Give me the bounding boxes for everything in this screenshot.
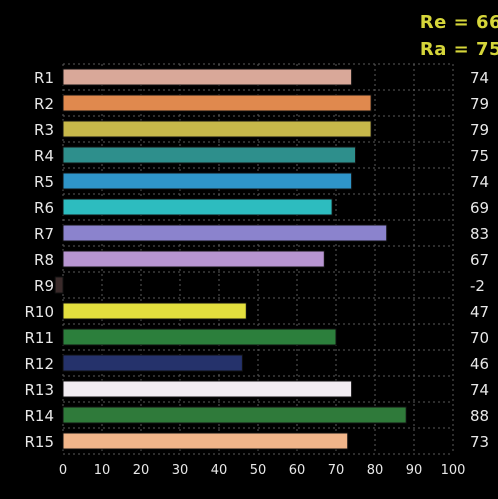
x-tick-label: 30: [172, 463, 189, 478]
bar-r11: [62, 328, 337, 346]
category-label-r9: R9: [34, 277, 54, 295]
bar-r15: [62, 432, 349, 450]
x-tick-label: 40: [211, 463, 228, 478]
category-label-r4: R4: [34, 147, 54, 165]
category-label-r10: R10: [24, 303, 54, 321]
x-tick-label: 20: [133, 463, 150, 478]
value-label-r6: 69: [470, 199, 489, 217]
bar-r8: [62, 250, 325, 268]
category-label-r7: R7: [34, 225, 54, 243]
x-tick-label: 10: [94, 463, 111, 478]
category-label-r11: R11: [24, 329, 54, 347]
value-label-r9: -2: [470, 277, 485, 295]
bar-r1: [62, 68, 353, 86]
bar-r5: [62, 172, 353, 190]
bar-r9: [54, 276, 64, 294]
value-label-r11: 70: [470, 329, 489, 347]
x-tick-label: 0: [59, 463, 67, 478]
x-tick-label: 90: [406, 463, 423, 478]
x-tick-label: 70: [328, 463, 345, 478]
value-label-r5: 74: [470, 173, 489, 191]
value-label-r12: 46: [470, 355, 489, 373]
value-label-r2: 79: [470, 95, 489, 113]
bar-r3: [62, 120, 372, 138]
value-label-r4: 75: [470, 147, 489, 165]
value-label-r14: 88: [470, 407, 489, 425]
category-label-r3: R3: [34, 121, 54, 139]
value-label-r15: 73: [470, 433, 489, 451]
category-label-r8: R8: [34, 251, 54, 269]
ra-summary: Ra = 75: [419, 39, 498, 60]
category-label-r5: R5: [34, 173, 54, 191]
category-label-r15: R15: [24, 433, 54, 451]
x-tick-label: 60: [289, 463, 306, 478]
category-label-r6: R6: [34, 199, 54, 217]
x-tick-label: 50: [250, 463, 267, 478]
bar-r10: [62, 302, 247, 320]
bar-r14: [62, 406, 407, 424]
bar-r13: [62, 380, 353, 398]
value-label-r3: 79: [470, 121, 489, 139]
value-label-r10: 47: [470, 303, 489, 321]
bar-r12: [62, 354, 243, 372]
category-label-r1: R1: [34, 69, 54, 87]
bar-r7: [62, 224, 388, 242]
x-tick-label: 100: [441, 463, 466, 478]
value-label-r7: 83: [470, 225, 489, 243]
bar-r6: [62, 198, 333, 216]
bar-r4: [62, 146, 356, 164]
category-label-r2: R2: [34, 95, 54, 113]
value-label-r1: 74: [470, 69, 489, 87]
re-summary: Re = 66: [419, 12, 498, 33]
category-label-r14: R14: [24, 407, 54, 425]
value-label-r13: 74: [470, 381, 489, 399]
category-label-r13: R13: [24, 381, 54, 399]
bar-r2: [62, 94, 372, 112]
category-label-r12: R12: [24, 355, 54, 373]
value-label-r8: 67: [470, 251, 489, 269]
x-tick-label: 80: [367, 463, 384, 478]
